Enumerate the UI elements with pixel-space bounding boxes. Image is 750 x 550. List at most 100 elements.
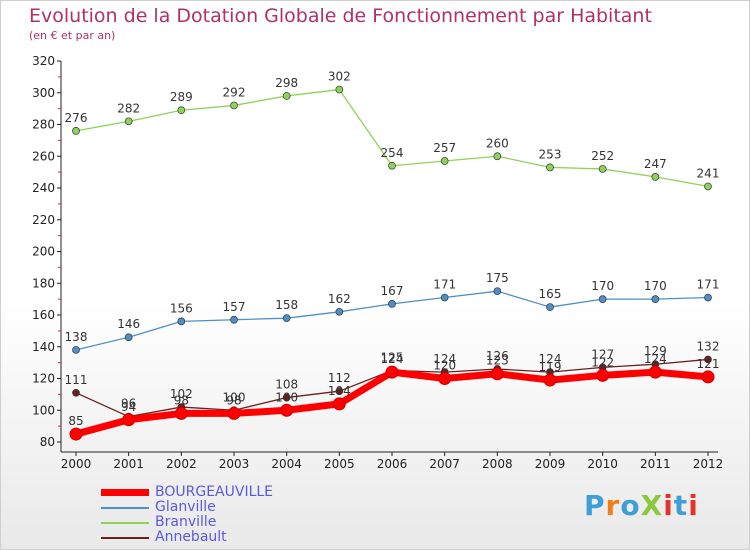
data-point-glanville <box>440 293 449 302</box>
data-point-branville <box>230 101 238 110</box>
data-point-glanville <box>598 295 607 303</box>
data-point-annebault <box>282 393 291 402</box>
data-point-glanville <box>493 287 502 296</box>
data-label-branville: 257 <box>433 141 456 155</box>
legend-label: Glanville <box>155 499 216 515</box>
data-label-annebault: 102 <box>170 387 193 401</box>
data-point-branville <box>388 161 396 170</box>
data-label-annebault: 112 <box>328 371 351 385</box>
x-tick-label: 2000 <box>61 457 92 471</box>
legend-swatch <box>101 489 149 496</box>
data-point-annebault <box>704 355 712 364</box>
data-point-bourgeauville <box>69 427 83 441</box>
data-label-branville: 302 <box>328 70 351 84</box>
x-tick-label: 2008 <box>482 457 513 471</box>
logo-letter: P <box>584 489 606 522</box>
data-label-glanville: 175 <box>486 271 509 285</box>
y-tick-label: 200 <box>32 245 55 259</box>
data-label-annebault: 126 <box>486 349 509 363</box>
data-label-branville: 289 <box>170 90 193 104</box>
data-label-branville: 241 <box>697 166 720 180</box>
data-point-bourgeauville <box>543 373 557 387</box>
x-tick-label: 2006 <box>377 457 408 471</box>
y-tick-label: 220 <box>32 213 55 227</box>
data-point-glanville <box>546 303 554 311</box>
data-label-bourgeauville: 120 <box>433 359 456 373</box>
data-label-branville: 282 <box>117 101 140 115</box>
data-label-glanville: 146 <box>117 317 140 331</box>
data-point-glanville <box>704 293 712 302</box>
x-tick-label: 2012 <box>693 457 724 471</box>
data-label-bourgeauville: 123 <box>486 354 509 368</box>
x-tick-label: 2003 <box>219 457 250 471</box>
logo-letter: t <box>673 489 689 522</box>
data-label-glanville: 167 <box>381 284 404 298</box>
data-point-branville <box>335 85 344 94</box>
legend-label: Annebault <box>155 529 227 545</box>
legend-swatch <box>101 522 149 524</box>
logo-letter: r <box>605 489 621 522</box>
data-label-bourgeauville: 94 <box>121 400 136 414</box>
data-point-bourgeauville <box>490 367 504 381</box>
logo-letter: o <box>620 489 641 522</box>
data-point-glanville <box>177 317 186 326</box>
logo-letter: i <box>688 489 699 522</box>
data-point-branville <box>546 163 554 172</box>
data-point-annebault <box>335 387 344 396</box>
data-label-annebault: 129 <box>644 344 667 358</box>
data-label-bourgeauville: 121 <box>697 357 720 371</box>
data-point-bourgeauville <box>122 413 136 427</box>
data-label-bourgeauville: 98 <box>174 393 189 407</box>
data-label-branville: 252 <box>591 149 614 163</box>
y-tick-label: 100 <box>32 403 55 417</box>
data-point-branville <box>282 92 291 100</box>
x-tick-label: 2007 <box>429 457 460 471</box>
data-point-branville <box>493 152 502 161</box>
data-point-glanville <box>124 333 133 342</box>
data-label-glanville: 158 <box>275 298 298 312</box>
y-tick-label: 320 <box>32 54 55 68</box>
data-point-bourgeauville <box>596 368 610 382</box>
data-point-bourgeauville <box>174 406 188 420</box>
data-label-branville: 254 <box>381 146 404 160</box>
data-point-branville <box>177 106 186 115</box>
legend-swatch <box>101 507 149 509</box>
logo-letter: X <box>640 489 664 522</box>
y-tick-label: 140 <box>32 340 55 354</box>
data-label-annebault: 100 <box>223 390 246 404</box>
logo-letter: i <box>663 489 674 522</box>
data-point-glanville <box>72 346 80 354</box>
x-tick-label: 2001 <box>113 457 144 471</box>
series-line-glanville <box>75 290 709 351</box>
data-label-bourgeauville: 98 <box>226 393 241 407</box>
y-tick-label: 260 <box>32 149 55 163</box>
data-label-annebault: 108 <box>275 378 298 392</box>
proxiti-logo: ProXiti <box>584 489 699 522</box>
data-point-bourgeauville <box>385 365 399 379</box>
x-tick-label: 2009 <box>535 457 566 471</box>
y-tick-label: 160 <box>32 308 55 322</box>
data-point-bourgeauville <box>227 406 241 420</box>
data-label-branville: 253 <box>539 147 562 161</box>
data-label-glanville: 170 <box>591 279 614 293</box>
x-tick-label: 2011 <box>640 457 671 471</box>
data-label-annebault: 125 <box>381 351 404 365</box>
legend-label: BOURGEAUVILLE <box>155 484 274 500</box>
legend-swatch <box>101 537 149 539</box>
data-point-branville <box>651 173 660 181</box>
data-point-branville <box>72 127 80 135</box>
legend-label: Branville <box>155 514 217 530</box>
data-label-annebault: 96 <box>121 397 136 411</box>
data-point-glanville <box>282 314 291 323</box>
data-label-annebault: 124 <box>539 352 562 366</box>
data-label-branville: 292 <box>223 85 246 99</box>
data-label-bourgeauville: 104 <box>328 384 351 398</box>
y-tick-label: 280 <box>32 118 55 132</box>
data-label-annebault: 111 <box>65 373 88 387</box>
data-label-glanville: 171 <box>697 278 720 292</box>
data-label-bourgeauville: 124 <box>381 352 404 366</box>
data-point-bourgeauville <box>438 372 452 385</box>
data-label-branville: 247 <box>644 157 667 171</box>
